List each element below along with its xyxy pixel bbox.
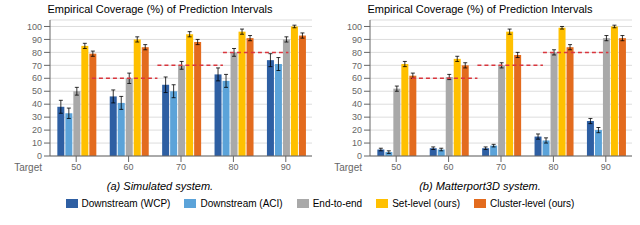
svg-text:80: 80 [352,48,362,58]
svg-text:10: 10 [32,138,42,148]
svg-text:20: 20 [32,125,42,135]
svg-text:20: 20 [352,125,362,135]
svg-text:10: 10 [352,138,362,148]
svg-text:100: 100 [347,22,362,32]
html-text:End-to-end: End-to-end [312,198,363,209]
svg-text:90: 90 [281,162,291,172]
svg-text:40: 40 [352,99,362,109]
html-text:Cluster-level (ours): Cluster-level (ours) [490,198,575,209]
svg-text:80: 80 [548,162,558,172]
svg-text:50: 50 [32,86,42,96]
svg-text:90: 90 [601,162,611,172]
svg-text:30: 30 [352,112,362,122]
svg-text:70: 70 [176,162,186,172]
html-text:Set-level (ours): Set-level (ours) [392,198,460,209]
svg-text:50: 50 [352,86,362,96]
svg-text:70: 70 [496,162,506,172]
html-text:Downstream (WCP): Downstream (WCP) [81,198,171,209]
svg-text:70: 70 [32,61,42,71]
svg-text:Target: Target [334,162,362,173]
svg-text:60: 60 [32,73,42,83]
svg-text:70: 70 [352,61,362,71]
html-text:Empirical Coverage (%) of Pred: Empirical Coverage (%) of Prediction Int… [47,3,273,15]
svg-text:60: 60 [352,73,362,83]
svg-text:50: 50 [391,162,401,172]
svg-text:100: 100 [27,22,42,32]
svg-text:Target: Target [14,162,42,173]
svg-text:60: 60 [124,162,134,172]
svg-text:50: 50 [71,162,81,172]
svg-text:80: 80 [32,48,42,58]
svg-text:90: 90 [32,35,42,45]
html-text:(a) Simulated system.: (a) Simulated system. [106,180,214,192]
svg-text:90: 90 [352,35,362,45]
svg-text:80: 80 [228,162,238,172]
svg-text:30: 30 [32,112,42,122]
html-text:Empirical Coverage (%) of Pred: Empirical Coverage (%) of Prediction Int… [367,3,593,15]
svg-text:0: 0 [37,151,42,161]
svg-text:60: 60 [444,162,454,172]
html-text:(b) Matterport3D system.: (b) Matterport3D system. [419,180,541,192]
svg-text:40: 40 [32,99,42,109]
svg-text:0: 0 [357,151,362,161]
html-text:Downstream (ACI): Downstream (ACI) [200,198,283,209]
